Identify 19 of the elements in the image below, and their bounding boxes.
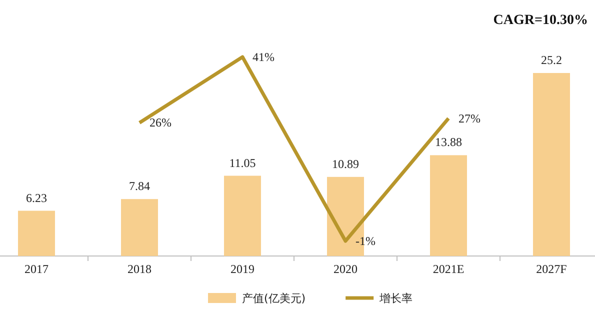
data-label: 26% bbox=[150, 116, 172, 130]
x-tick-label: 2021E bbox=[432, 262, 464, 276]
x-tick-label: 2018 bbox=[128, 262, 152, 276]
data-label: 41% bbox=[252, 50, 274, 64]
x-tick-label: 2020 bbox=[334, 262, 358, 276]
data-label: 7.84 bbox=[129, 179, 150, 194]
legend-label: 产值(亿美元) bbox=[242, 292, 306, 305]
data-label: 10.89 bbox=[332, 156, 359, 171]
data-label: 11.05 bbox=[229, 156, 256, 170]
x-tick-label: 2027F bbox=[536, 262, 568, 276]
x-tick-label: 2017 bbox=[24, 262, 48, 276]
legend-label: 增长率 bbox=[378, 292, 413, 305]
data-label: 6.23 bbox=[26, 190, 47, 205]
data-label: 13.88 bbox=[435, 135, 462, 150]
x-tick-label: 2019 bbox=[230, 262, 254, 276]
data-label: -1% bbox=[356, 234, 376, 248]
text: CAGR=10.30% bbox=[493, 13, 588, 28]
data-label: 25.2 bbox=[541, 53, 562, 67]
data-label: 27% bbox=[458, 111, 480, 126]
